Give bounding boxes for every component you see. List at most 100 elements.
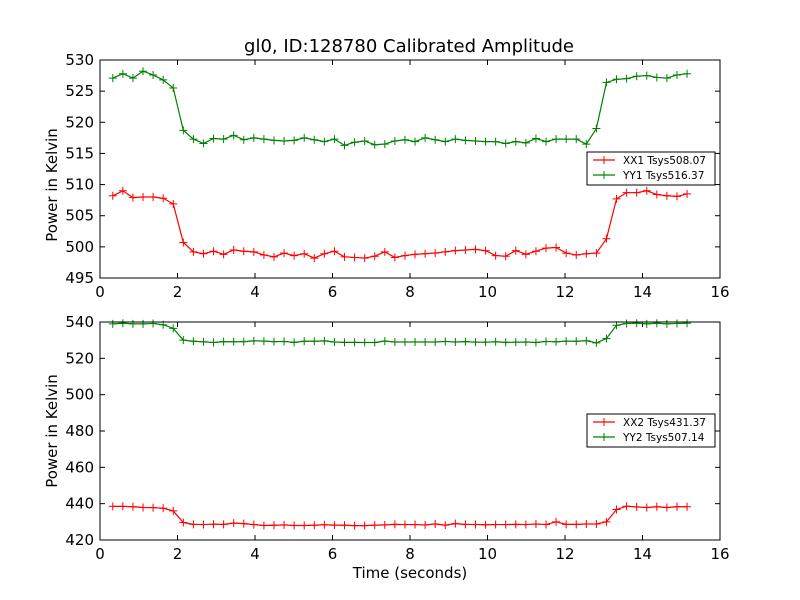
bottom-data-point — [360, 338, 369, 347]
top-data-point — [320, 137, 329, 146]
top-data-point — [340, 141, 349, 150]
bottom-data-point — [290, 338, 299, 347]
top-data-point — [360, 254, 369, 263]
bottom-data-point — [552, 337, 561, 346]
bottom-x-tick-label: 8 — [405, 545, 415, 563]
bottom-data-point — [149, 319, 158, 328]
top-data-point — [400, 251, 409, 260]
top-data-point — [209, 134, 218, 143]
bottom-data-point — [390, 520, 399, 529]
bottom-data-point — [330, 337, 339, 346]
x-axis-label: Time (seconds) — [352, 564, 468, 582]
chart-title: gl0, ID:128780 Calibrated Amplitude — [244, 36, 574, 57]
top-data-point — [592, 124, 601, 133]
top-data-point — [662, 74, 671, 83]
bottom-data-point — [139, 503, 148, 512]
bottom-data-point — [431, 520, 440, 529]
top-data-point — [652, 190, 661, 199]
bottom-data-point — [330, 521, 339, 530]
bottom-data-point — [350, 521, 359, 530]
bottom-data-point — [380, 520, 389, 529]
top-data-point — [229, 245, 238, 254]
bottom-data-point — [118, 502, 127, 511]
top-data-point — [249, 133, 258, 142]
bottom-series-line-0 — [112, 505, 688, 527]
bottom-data-point — [652, 502, 661, 511]
bottom-data-point — [400, 337, 409, 346]
bottom-y-tick-label: 460 — [65, 458, 94, 476]
top-y-tick-label: 525 — [65, 82, 94, 100]
bottom-data-point — [179, 336, 188, 345]
top-data-point — [672, 192, 681, 201]
bottom-data-point — [632, 502, 641, 511]
top-data-point — [209, 247, 218, 256]
bottom-data-point — [481, 338, 490, 347]
bottom-series-layer — [108, 319, 692, 530]
bottom-data-point — [290, 521, 299, 530]
bottom-data-point — [542, 520, 551, 529]
bottom-data-point — [118, 319, 127, 328]
top-y-tick-label: 515 — [65, 144, 94, 162]
bottom-y-axis-label: Power in Kelvin — [43, 374, 61, 488]
bottom-data-point — [632, 319, 641, 328]
top-data-point — [330, 247, 339, 256]
top-data-point — [572, 135, 581, 144]
bottom-data-point — [521, 520, 530, 529]
top-x-tick-label: 6 — [328, 283, 338, 301]
top-data-point — [612, 75, 621, 84]
top-x-tick-label: 8 — [405, 283, 415, 301]
top-data-point — [612, 194, 621, 203]
bottom-data-point — [411, 337, 420, 346]
top-data-point — [491, 251, 500, 260]
top-y-tick-label: 520 — [65, 113, 94, 131]
bottom-data-point — [622, 319, 631, 328]
bottom-data-point — [511, 338, 520, 347]
top-data-point — [562, 249, 571, 258]
top-data-point — [683, 189, 692, 198]
bottom-legend-marker — [600, 418, 608, 426]
bottom-tick-layer: 0 2 4 6 8 10 12 14 16 420 440 460 480 500 520 540 — [65, 313, 729, 563]
top-data-point — [471, 136, 480, 145]
bottom-x-tick-label: 12 — [555, 545, 574, 563]
bottom-data-point — [219, 520, 228, 529]
top-data-point — [411, 250, 420, 259]
top-data-point — [421, 133, 430, 142]
bottom-data-point — [511, 520, 520, 529]
top-y-tick-label: 505 — [65, 207, 94, 225]
bottom-data-point — [421, 520, 430, 529]
bottom-data-point — [683, 502, 692, 511]
bottom-data-point — [572, 520, 581, 529]
bottom-data-point — [320, 336, 329, 345]
bottom-y-tick-label: 520 — [65, 349, 94, 367]
bottom-data-point — [612, 321, 621, 330]
top-data-point — [139, 67, 148, 76]
top-data-point — [350, 253, 359, 262]
top-x-tick-label: 16 — [710, 283, 729, 301]
bottom-data-point — [542, 337, 551, 346]
bottom-data-point — [582, 520, 591, 529]
top-data-point — [672, 70, 681, 79]
bottom-data-point — [531, 338, 540, 347]
bottom-data-point — [320, 520, 329, 529]
bottom-data-point — [249, 336, 258, 345]
bottom-data-point — [602, 334, 611, 343]
top-x-tick-label: 0 — [95, 283, 105, 301]
bottom-data-point — [259, 521, 268, 530]
top-series-line-1 — [112, 70, 688, 146]
bottom-legend-marker — [600, 433, 608, 441]
bottom-chart: Power in Kelvin Time (seconds) 0 2 4 6 8 10 12… — [43, 313, 730, 582]
bottom-data-point — [662, 503, 671, 512]
top-data-point — [189, 247, 198, 256]
top-data-point — [622, 188, 631, 197]
top-data-point — [531, 134, 540, 143]
bottom-data-point — [672, 502, 681, 511]
bottom-legend: XX2 Tsys431.37 YY2 Tsys507.14 — [586, 413, 716, 448]
bottom-data-point — [370, 521, 379, 530]
top-data-point — [441, 137, 450, 146]
bottom-data-point — [471, 338, 480, 347]
bottom-data-point — [370, 338, 379, 347]
top-data-point — [290, 251, 299, 260]
top-data-point — [330, 135, 339, 144]
bottom-data-point — [400, 520, 409, 529]
bottom-data-point — [139, 319, 148, 328]
